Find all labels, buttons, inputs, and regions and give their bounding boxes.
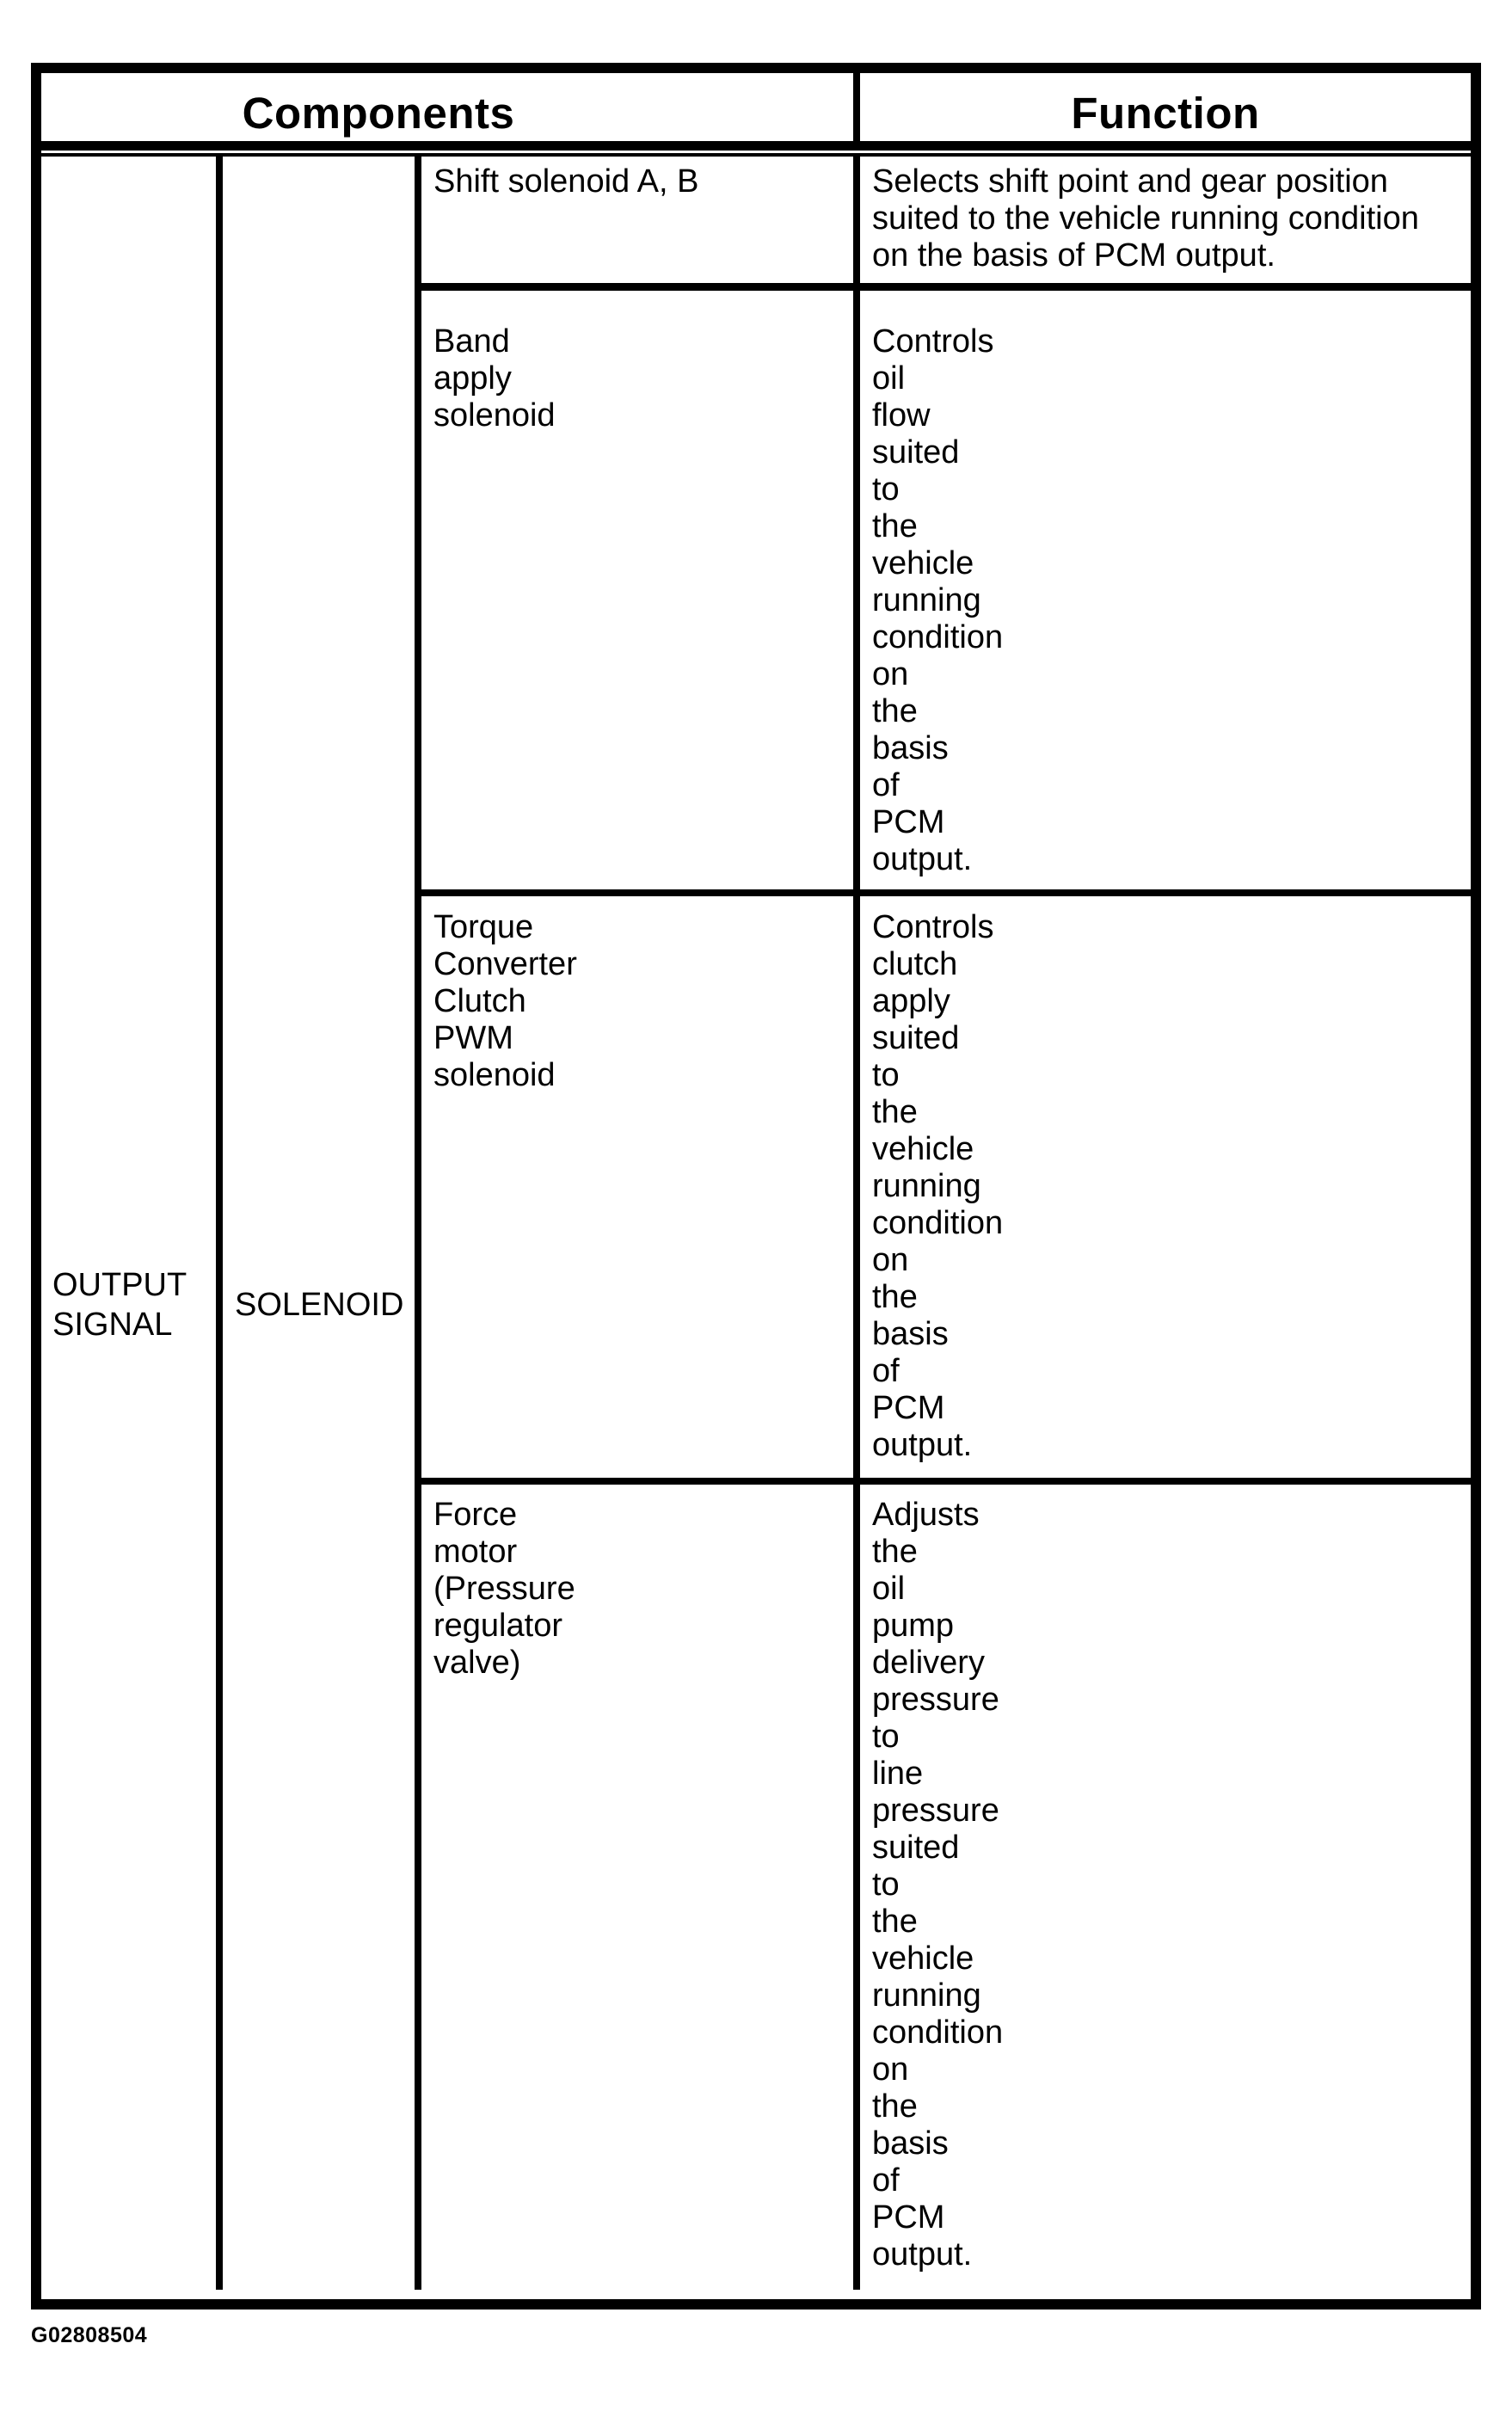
text-line: basis	[872, 2125, 949, 2162]
text-line: OUTPUT	[52, 1267, 187, 1303]
text-line: PWM	[433, 1020, 513, 1056]
text-line: Torque	[433, 909, 534, 945]
components-function-table: Components Function OUTPUT SIGNAL SOLENOI…	[31, 63, 1481, 2310]
text-line: line	[872, 1756, 924, 1792]
text-line: on	[872, 2051, 909, 2088]
header-components: Components	[41, 73, 860, 141]
text-line: Controls	[872, 909, 994, 945]
text-line: vehicle	[872, 1131, 974, 1167]
header-double-rule	[41, 153, 1471, 157]
text-line: vehicle	[872, 1940, 974, 1977]
text-line: the	[872, 693, 918, 729]
text-line: clutch	[872, 946, 958, 982]
text-line: PCM	[872, 804, 945, 840]
text-line: on	[872, 1242, 909, 1278]
text-line: suited to the vehicle running condition	[872, 200, 1419, 237]
text-line: the	[872, 1094, 918, 1130]
text-line: vehicle	[872, 545, 974, 581]
text-line: (Pressure	[433, 1571, 575, 1607]
cell-solenoid: SOLENOID	[223, 157, 421, 2290]
text-line: of	[872, 2162, 900, 2199]
text-line: condition	[872, 619, 1004, 655]
cell-function-tcc-pwm-solenoid: Controls clutch apply suited to the vehicle run…	[860, 896, 1471, 1485]
figure-id: G02808504	[31, 2323, 148, 2347]
text-line: PCM	[872, 1390, 945, 1426]
cell-function-force-motor: Adjusts the oil pump delivery pressure to line p…	[860, 1485, 1471, 2290]
text-line: Band	[433, 323, 510, 360]
text-line: to	[872, 471, 900, 507]
text-line: basis	[872, 730, 949, 766]
text-line: valve)	[433, 1645, 521, 1681]
text-line: to	[872, 1057, 900, 1093]
text-line: on	[872, 656, 909, 692]
text-line: on the basis of PCM output.	[872, 237, 1275, 274]
text-line: Force	[433, 1497, 518, 1533]
text-line: to	[872, 1719, 900, 1755]
text-line: suited	[872, 1830, 960, 1866]
text-line: PCM	[872, 2199, 945, 2236]
text-line: basis	[872, 1316, 949, 1352]
text-line: pressure	[872, 1793, 999, 1829]
text-line: regulator	[433, 1608, 562, 1644]
text-line: of	[872, 767, 900, 803]
text-line: SOLENOID	[235, 1287, 404, 1323]
text-line: Adjusts	[872, 1497, 980, 1533]
text-line: apply	[433, 360, 512, 397]
text-line: running	[872, 1977, 981, 2014]
cell-function-shift-solenoid: Selects shift point and gear position sui…	[860, 157, 1471, 291]
text-line: condition	[872, 1205, 1004, 1241]
text-line: flow	[872, 397, 931, 434]
text-line: the	[872, 2088, 918, 2125]
cell-function-band-apply-solenoid: Controls oil flow suited to the vehicle running…	[860, 291, 1471, 896]
text-line: suited	[872, 434, 960, 471]
text-line: the	[872, 508, 918, 544]
cell-component-band-apply-solenoid: Band apply solenoid	[421, 291, 860, 896]
text-line: to	[872, 1867, 900, 1903]
text-line: suited	[872, 1020, 960, 1056]
text-line: oil	[872, 360, 906, 397]
text-line: condition	[872, 2014, 1004, 2051]
text-line: running	[872, 582, 981, 618]
text-line: Shift solenoid A, B	[433, 163, 699, 200]
text-line: running	[872, 1168, 981, 1204]
text-line: SIGNAL	[52, 1307, 173, 1343]
text-line: of	[872, 1353, 900, 1389]
text-line: Converter	[433, 946, 577, 982]
header-function: Function	[1071, 89, 1260, 138]
table-header-row: Components Function	[41, 73, 1471, 151]
text-line: output.	[872, 841, 973, 877]
text-line: apply	[872, 983, 950, 1019]
text-line: output.	[872, 2236, 973, 2273]
text-line: solenoid	[433, 1057, 556, 1093]
text-line: Clutch	[433, 983, 526, 1019]
text-line: delivery	[872, 1645, 985, 1681]
text-line: the	[872, 1534, 918, 1570]
text-line: oil	[872, 1571, 906, 1607]
text-line: output.	[872, 1427, 973, 1463]
table-body: OUTPUT SIGNAL SOLENOID Shift solenoid A, …	[41, 157, 1471, 2290]
text-line: motor	[433, 1534, 518, 1570]
text-line: Controls	[872, 323, 994, 360]
text-line: the	[872, 1279, 918, 1315]
cell-component-force-motor: Force motor (Pressure regulator valve)	[421, 1485, 860, 2290]
text-line: pump	[872, 1608, 955, 1644]
cell-component-shift-solenoid: Shift solenoid A, B	[421, 157, 860, 291]
cell-output-signal: OUTPUT SIGNAL	[41, 157, 223, 2290]
cell-component-tcc-pwm-solenoid: Torque Converter Clutch PWM solenoid	[421, 896, 860, 1485]
text-line: Selects shift point and gear position	[872, 163, 1388, 200]
text-line: the	[872, 1904, 918, 1940]
text-line: solenoid	[433, 397, 556, 434]
text-line: pressure	[872, 1682, 999, 1718]
